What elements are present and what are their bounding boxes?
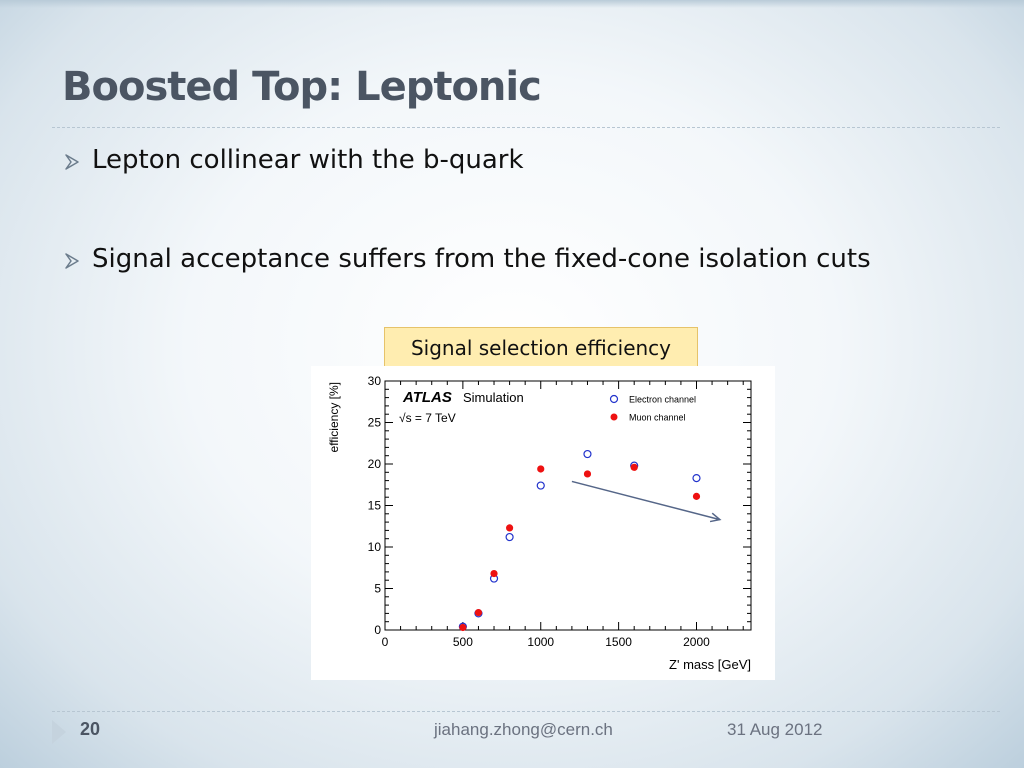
muon-data-point	[537, 465, 545, 473]
efficiency-plot-panel: 0 500 1000 1500 2000 0 5 10 15 20 25 30 efficiency …	[311, 366, 775, 680]
trend-arrow-head	[709, 512, 722, 523]
footer-email: jiahang.zhong@cern.ch	[434, 720, 613, 739]
y-tick-label: 5	[374, 582, 381, 596]
muon-data-point	[505, 524, 514, 532]
x-tick-label: 500	[453, 635, 473, 649]
x-axis-label: Z' mass [GeV]	[669, 657, 751, 672]
x-tick-label: 1500	[605, 635, 632, 649]
chart-legend: Electron channel Muon channel	[609, 394, 696, 423]
title-divider	[52, 127, 1000, 128]
efficiency-chart: 0 500 1000 1500 2000 0 5 10 15 20 25 30 efficiency …	[327, 374, 752, 672]
slide-number: 20	[80, 719, 101, 739]
x-tick-label: 1000	[527, 635, 554, 649]
electron-data-point	[505, 532, 514, 542]
bullet-arrow-icon	[65, 253, 79, 269]
footer-date: 31 Aug 2012	[727, 720, 823, 739]
muon-data-point	[583, 470, 592, 478]
trend-arrow	[571, 480, 721, 521]
bullet-arrow-icon	[65, 154, 79, 170]
legend-marker	[609, 394, 619, 404]
y-tick-label: 30	[368, 374, 382, 388]
simulation-label: Simulation	[463, 390, 524, 405]
muon-data-point	[630, 463, 638, 471]
atlas-label: ATLAS	[402, 389, 452, 406]
electron-data-point	[536, 481, 545, 490]
footer-triangle-icon	[52, 720, 66, 744]
bullet-text: Signal acceptance suffers from the fixed…	[92, 244, 871, 274]
chart-caption-box: Signal selection efficiency	[384, 327, 698, 369]
x-tick-label: 2000	[683, 635, 710, 649]
y-axis-label: efficiency [%]	[327, 382, 341, 452]
y-tick-label: 25	[368, 416, 382, 430]
energy-label: √s = 7 TeV	[399, 411, 456, 425]
legend-label: Muon channel	[629, 413, 686, 423]
slide-title: Boosted Top: Leptonic	[62, 64, 542, 110]
muon-data-point	[474, 608, 483, 617]
legend-marker	[610, 413, 618, 421]
y-tick-label: 15	[368, 499, 382, 513]
slide-top-edge	[0, 0, 1024, 8]
footer-divider	[52, 711, 1000, 712]
y-tick-label: 20	[368, 457, 382, 471]
x-tick-label: 0	[382, 635, 389, 649]
muon-data-point	[692, 492, 701, 500]
bullet-text: Lepton collinear with the b-quark	[92, 145, 524, 175]
muon-data-point	[459, 623, 467, 632]
y-tick-label: 10	[368, 540, 382, 554]
y-tick-label: 0	[374, 623, 381, 637]
legend-label: Electron channel	[629, 395, 696, 405]
electron-data-point	[692, 474, 701, 483]
plot-frame	[384, 380, 752, 631]
muon-data-point	[490, 569, 498, 578]
electron-data-point	[583, 449, 592, 459]
